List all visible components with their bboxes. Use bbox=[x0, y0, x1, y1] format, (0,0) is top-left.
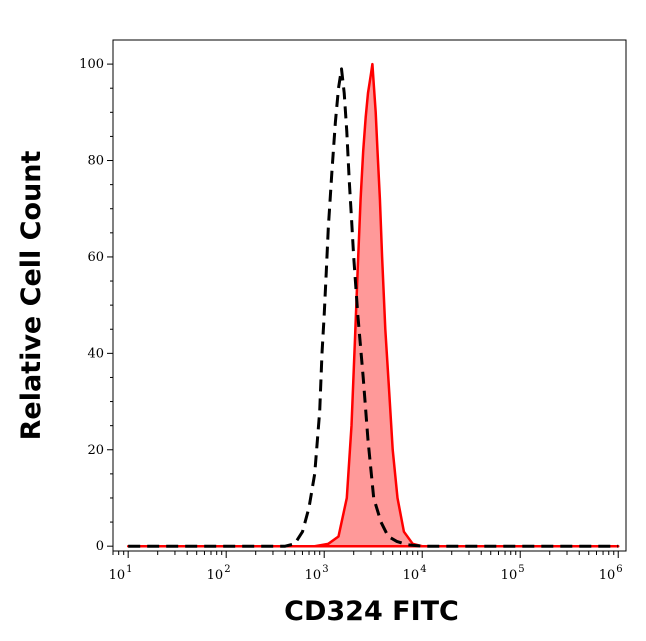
x-tick-label-4: 10 bbox=[403, 568, 420, 583]
cd324-stained-histogram bbox=[126, 62, 620, 548]
x-tick-exponent-1: 1 bbox=[126, 564, 132, 575]
y-tick-label-40: 40 bbox=[87, 346, 104, 361]
x-tick-label-3: 10 bbox=[305, 568, 322, 583]
x-tick-label-1: 10 bbox=[109, 568, 126, 583]
y-tick-label-80: 80 bbox=[87, 154, 104, 169]
y-tick-label-20: 20 bbox=[87, 443, 104, 458]
control-histogram bbox=[128, 67, 619, 548]
x-tick-exponent-6: 6 bbox=[616, 564, 622, 575]
x-axis-title: CD324 FITC bbox=[284, 596, 459, 627]
plot-area bbox=[126, 62, 620, 548]
x-tick-label-6: 10 bbox=[599, 568, 616, 583]
x-tick-label-5: 10 bbox=[501, 568, 518, 583]
x-tick-exponent-5: 5 bbox=[518, 564, 524, 575]
x-tick-exponent-4: 4 bbox=[420, 564, 426, 575]
y-tick-label-0: 0 bbox=[96, 539, 104, 554]
plot-frame bbox=[112, 39, 627, 552]
y-tick-label-60: 60 bbox=[87, 250, 104, 265]
y-axis-title: Relative Cell Count bbox=[16, 151, 47, 441]
x-axis: 10 1 10 2 10 3 10 4 10 5 10 6 bbox=[109, 551, 623, 583]
y-axis: 0 20 40 60 80 100 bbox=[79, 57, 113, 554]
y-tick-label-100: 100 bbox=[79, 57, 104, 72]
x-tick-label-2: 10 bbox=[207, 568, 224, 583]
x-tick-exponent-2: 2 bbox=[224, 564, 230, 575]
x-tick-exponent-3: 3 bbox=[322, 564, 328, 575]
